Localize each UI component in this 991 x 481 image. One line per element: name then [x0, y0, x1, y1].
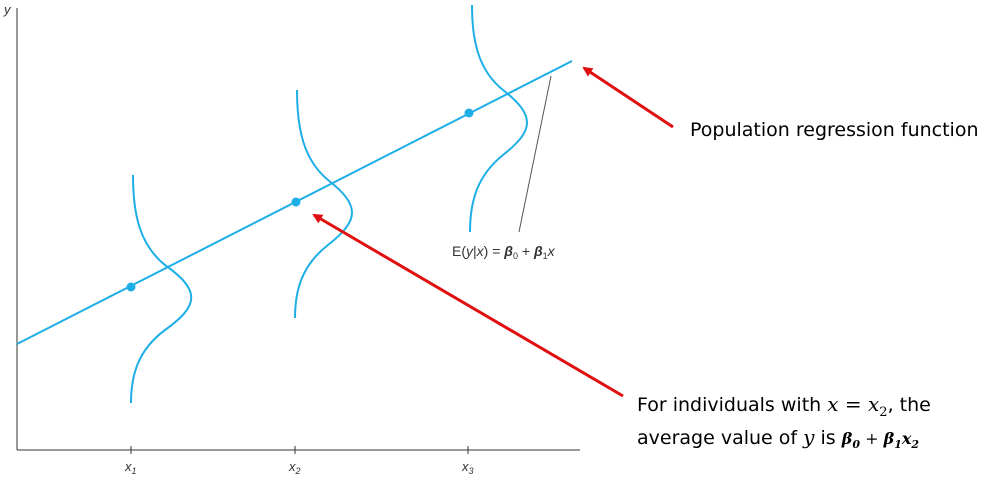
y-axis-label: y: [3, 2, 12, 17]
mean-point-x3: [464, 108, 474, 118]
tick-label-x2: x2: [288, 459, 301, 476]
population-annotation: Population regression function: [690, 119, 979, 141]
math-x-eq-x2: x = x2: [827, 392, 888, 420]
individuals-annotation: For individuals with x = x2, the average…: [637, 390, 931, 453]
mean-point-x1: [126, 282, 136, 292]
math-beta-expression: β0 + β1x2: [841, 428, 920, 452]
distribution-curve-x2: [294, 89, 353, 319]
population-arrow: [582, 66, 674, 129]
mean-point-x2: [291, 197, 301, 207]
distribution-curve-x1: [130, 174, 193, 404]
individuals-arrow: [312, 213, 624, 398]
equation-label: E(y|x) = β0 + β1x: [452, 243, 556, 261]
distribution-curve-x3: [469, 4, 528, 233]
tick-label-x3: x3: [461, 459, 474, 476]
math-y: y: [803, 424, 815, 449]
tick-label-x1: x1: [124, 459, 137, 476]
equation-leader-line: [518, 75, 552, 233]
individuals-annotation-line2: average value of y is β0 + β1x2: [637, 424, 920, 452]
individuals-annotation-line1: For individuals with x = x2, the: [637, 392, 931, 420]
